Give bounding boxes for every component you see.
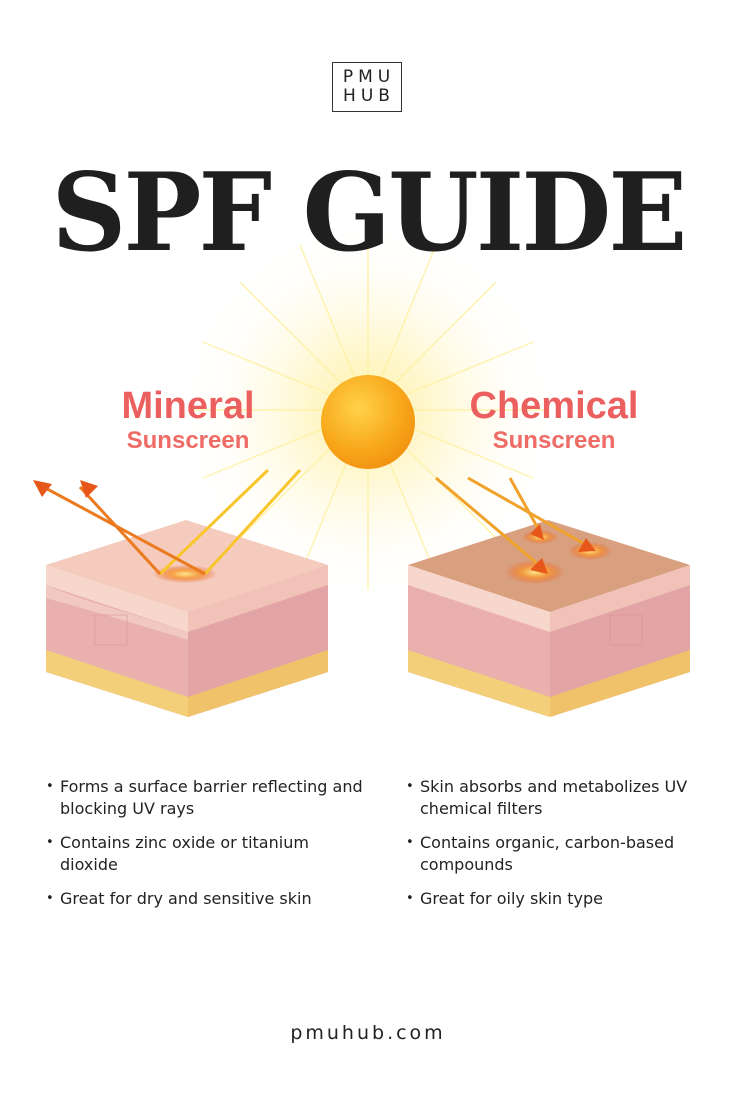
mineral-heading: Mineral Sunscreen [100,385,276,455]
illustration [33,220,690,717]
sun-icon [321,375,415,469]
list-item: Skin absorbs and metabolizes UV chemical… [406,776,726,820]
list-item: Forms a surface barrier reflecting and b… [46,776,366,820]
arrow-icon [33,480,52,497]
page-title: SPF GUIDE [51,150,687,276]
mineral-title: Mineral [121,385,255,427]
chemical-subtitle: Sunscreen [492,427,616,454]
mineral-bullet-list: Forms a surface barrier reflecting and b… [46,776,366,922]
arrow-icon [578,538,596,552]
chemical-skin-block [408,520,690,717]
arrow-icon [530,558,548,574]
mineral-skin-block [46,520,328,717]
brand-logo: PMU HUB [332,62,402,112]
arrow-icon [80,480,98,498]
list-item: Great for dry and sensitive skin [46,888,366,910]
footer-url[interactable]: pmuhub.com [290,1022,446,1044]
list-item: Contains organic, carbon-based compounds [406,832,726,876]
chemical-title: Chemical [469,385,639,427]
list-item: Contains zinc oxide or titanium dioxide [46,832,366,876]
chemical-uv-beams [435,476,589,568]
list-item: Great for oily skin type [406,888,726,910]
mineral-subtitle: Sunscreen [126,427,250,454]
logo-line-2: HUB [343,86,395,106]
logo-line-1: PMU [342,67,396,87]
arrow-icon [530,524,544,540]
chemical-bullet-list: Skin absorbs and metabolizes UV chemical… [406,776,726,922]
chemical-heading: Chemical Sunscreen [452,385,656,455]
mineral-uv-beams [37,468,302,583]
